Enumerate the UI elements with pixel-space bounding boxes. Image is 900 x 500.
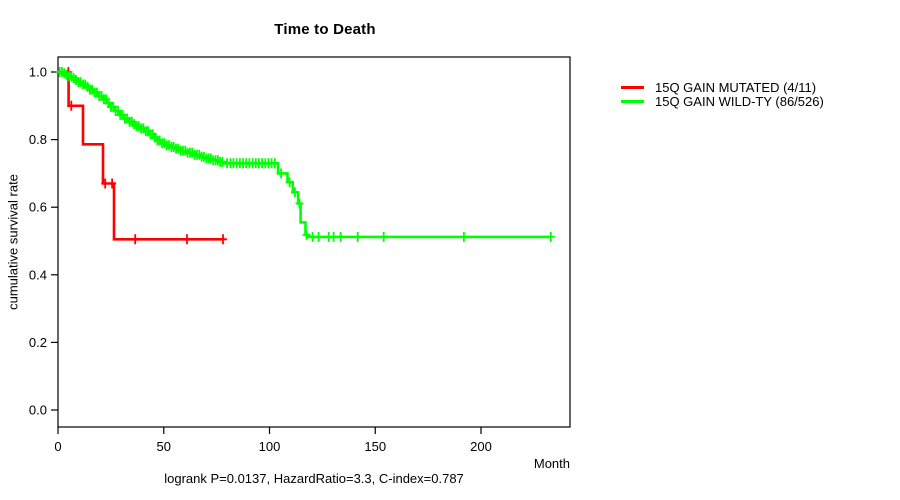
survival-curve-wildtype	[58, 70, 551, 239]
y-axis-tick-label: 0.0	[29, 403, 47, 418]
survival-curve-mutated	[58, 70, 225, 241]
y-axis-tick-label: 0.4	[29, 267, 47, 282]
y-axis-tick-label: 1.0	[29, 65, 47, 80]
legend-label: 15Q GAIN MUTATED (4/11)	[655, 79, 817, 95]
x-axis-title: Month	[533, 456, 570, 471]
legend-item-wildtype: 15Q GAIN WILD-TY (86/526)	[621, 93, 824, 109]
chart-title: Time to Death	[274, 21, 376, 38]
y-axis-tick-label: 0.8	[29, 132, 47, 147]
legend-line-sample-red	[621, 85, 644, 89]
legend-label: 15Q GAIN WILD-TY (86/526)	[655, 93, 824, 109]
x-axis-tick-label: 200	[470, 439, 492, 454]
legend-item-mutated: 15Q GAIN MUTATED (4/11)	[621, 79, 824, 95]
y-axis-tick-label: 0.6	[29, 200, 47, 215]
statistics-annotation: logrank P=0.0137, HazardRatio=3.3, C-ind…	[164, 471, 464, 486]
x-axis-tick-label: 100	[259, 439, 281, 454]
x-axis-tick-label: 50	[157, 439, 171, 454]
x-axis-tick-label: 150	[364, 439, 386, 454]
legend: 15Q GAIN MUTATED (4/11) 15Q GAIN WILD-TY…	[621, 79, 824, 109]
y-axis-tick-label: 0.2	[29, 335, 47, 350]
y-axis-title: cumulative survival rate	[5, 174, 21, 310]
x-axis-tick-label: 0	[54, 439, 61, 454]
legend-line-sample-green	[621, 99, 644, 103]
censor-marks-wildtype	[55, 67, 555, 242]
plot-frame	[57, 56, 571, 428]
